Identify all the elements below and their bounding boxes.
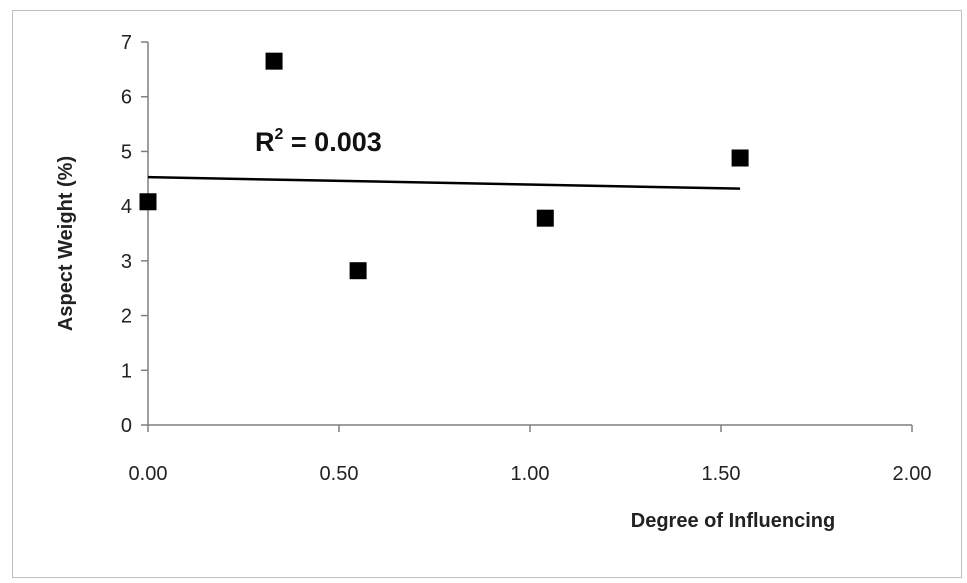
x-tick-label: 1.50 bbox=[702, 463, 741, 485]
x-tick-label: 1.00 bbox=[511, 463, 550, 485]
y-tick-label: 3 bbox=[121, 251, 132, 273]
annotation-text-before: R bbox=[255, 127, 275, 157]
r-squared-annotation: R2 = 0.003 bbox=[255, 126, 382, 157]
data-point bbox=[349, 262, 367, 280]
y-tick-label: 7 bbox=[121, 32, 132, 54]
x-tick-label: 2.00 bbox=[893, 463, 932, 485]
data-point bbox=[139, 193, 157, 211]
trendline bbox=[147, 175, 741, 190]
annotation-superscript: 2 bbox=[275, 126, 284, 143]
x-axis-title: Degree of Influencing bbox=[631, 510, 835, 532]
x-tick-label: 0.50 bbox=[320, 463, 359, 485]
y-tick-label: 4 bbox=[121, 196, 132, 218]
data-point bbox=[731, 149, 749, 167]
y-tick-label: 1 bbox=[121, 360, 132, 382]
x-tick-label: 0.00 bbox=[129, 463, 168, 485]
y-tick-label: 2 bbox=[121, 306, 132, 328]
data-point bbox=[536, 209, 554, 227]
y-tick-label: 5 bbox=[121, 141, 132, 163]
data-point bbox=[265, 52, 283, 70]
y-axis-title: Aspect Weight (%) bbox=[55, 156, 77, 331]
annotation-text-after: = 0.003 bbox=[283, 127, 381, 157]
y-tick-label: 0 bbox=[121, 415, 132, 437]
chart-frame bbox=[12, 10, 962, 578]
data-points bbox=[139, 52, 749, 280]
trendline-group bbox=[147, 175, 741, 190]
axes: 0 1 2 3 4 5 6 7 0.00 0.50 1.00 1.50 2.00 bbox=[121, 32, 932, 485]
y-tick-label: 6 bbox=[121, 87, 132, 109]
